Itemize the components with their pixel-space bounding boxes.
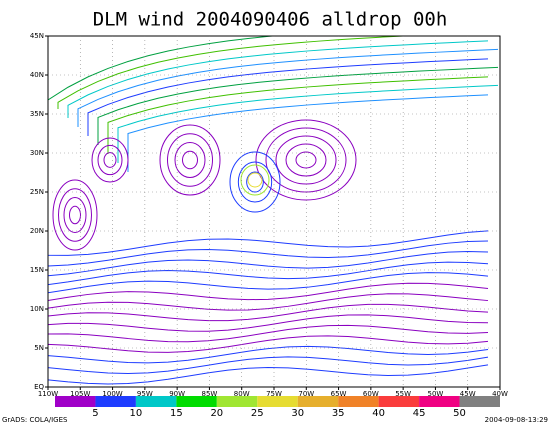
colorbar-label: 40 xyxy=(372,408,385,419)
streamline xyxy=(48,261,489,286)
streamline xyxy=(117,84,499,163)
vortex xyxy=(52,179,98,251)
colorbar-label: 30 xyxy=(291,408,304,419)
streamline xyxy=(48,314,489,332)
lat-label: 15N xyxy=(30,266,44,274)
lon-label: 100W xyxy=(102,390,122,398)
vortex xyxy=(174,142,206,178)
streamline xyxy=(67,40,489,118)
lat-label: 45N xyxy=(30,32,44,40)
vortex xyxy=(97,144,123,176)
lon-label: 90W xyxy=(169,390,185,398)
footer-left: GrADS: COLA/IGES xyxy=(2,416,68,424)
vortex xyxy=(240,164,270,196)
colorbar-box xyxy=(257,396,298,407)
streamline xyxy=(48,251,489,277)
lon-label: 95W xyxy=(137,390,153,398)
lat-label: 30N xyxy=(30,149,44,157)
lat-label: 40N xyxy=(30,71,44,79)
lat-label: 20N xyxy=(30,227,44,235)
streamline xyxy=(48,240,489,267)
colorbar-label: 5 xyxy=(92,408,98,419)
colorbar-box xyxy=(135,396,177,407)
streamline xyxy=(48,303,489,322)
streamline xyxy=(48,335,489,353)
streamline xyxy=(87,58,489,136)
colorbar-box xyxy=(338,396,379,407)
streamline xyxy=(48,230,489,256)
lon-label: 80W xyxy=(234,390,250,398)
colorbar-box xyxy=(176,396,217,407)
streamline xyxy=(48,364,489,385)
vortex xyxy=(91,137,129,183)
vortex xyxy=(229,151,281,213)
vortex xyxy=(63,197,87,233)
colorbar-label: 50 xyxy=(453,408,466,419)
streamline xyxy=(77,48,499,127)
lon-label: 85W xyxy=(202,390,218,398)
lat-label: 25N xyxy=(30,188,44,196)
streamline xyxy=(57,36,412,109)
streamline xyxy=(48,36,278,101)
colorbar-box xyxy=(297,396,339,407)
streamline xyxy=(48,272,489,294)
lat-label: EQ xyxy=(34,383,44,391)
colorbar-label: 15 xyxy=(170,408,183,419)
lon-label: 40W xyxy=(492,390,508,398)
colorbar-box xyxy=(95,396,136,407)
streamline xyxy=(48,356,489,374)
title: DLM wind 2004090406 alldrop 00h xyxy=(93,9,448,31)
colorbar-box xyxy=(419,396,460,407)
vortex xyxy=(247,172,263,188)
vortex xyxy=(103,152,117,168)
axes: 110W 105W 100W 95W 90W 85W 80W 75W 70W 65W 60W 55W 5… xyxy=(30,32,508,398)
vortex xyxy=(167,133,213,187)
lat-label: 5N xyxy=(34,344,44,352)
vortex xyxy=(246,171,264,193)
colorbar-box xyxy=(216,396,258,407)
streamline xyxy=(127,94,489,172)
colorbar: 5 10 15 20 25 30 35 40 45 50 xyxy=(55,396,500,419)
footer-right: 2004-09-08-13:29 xyxy=(485,416,548,424)
lon-label: 50W xyxy=(428,390,444,398)
colorbar-label: 10 xyxy=(130,408,143,419)
lon-label: 55W xyxy=(395,390,411,398)
lon-label: 75W xyxy=(266,390,282,398)
lon-label: 110W xyxy=(38,390,58,398)
lon-label: 60W xyxy=(363,390,379,398)
colorbar-box xyxy=(378,396,420,407)
vortex xyxy=(69,205,81,225)
lon-label: 105W xyxy=(70,390,90,398)
streamline xyxy=(48,345,489,364)
streamline xyxy=(107,76,489,154)
vortex xyxy=(159,124,221,196)
streamline xyxy=(48,324,489,343)
colorbar-box xyxy=(459,396,500,407)
vortex xyxy=(58,188,92,242)
lon-label: 65W xyxy=(331,390,347,398)
streamlines xyxy=(48,36,499,385)
lat-label: 10N xyxy=(30,305,44,313)
streamline xyxy=(48,293,489,311)
colorbar-label: 45 xyxy=(413,408,426,419)
streamline xyxy=(48,282,489,301)
vortex xyxy=(237,161,273,203)
vortex xyxy=(182,150,198,170)
streamline xyxy=(97,66,499,145)
colorbar-box xyxy=(55,396,96,407)
colorbar-label: 25 xyxy=(251,408,264,419)
colorbar-label: 20 xyxy=(210,408,223,419)
colorbar-label: 35 xyxy=(332,408,345,419)
lat-label: 35N xyxy=(30,110,44,118)
lon-label: 45W xyxy=(460,390,476,398)
lon-label: 70W xyxy=(298,390,314,398)
